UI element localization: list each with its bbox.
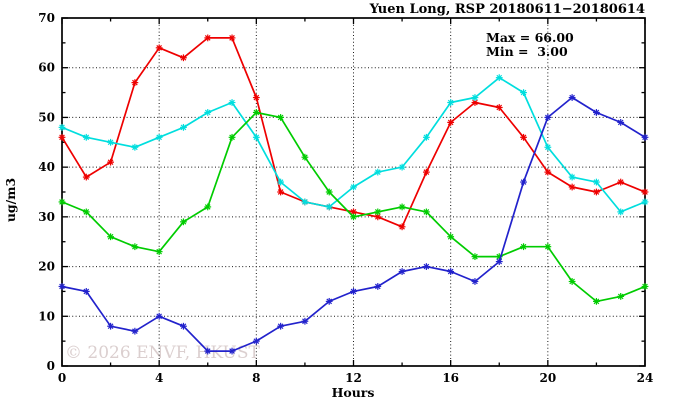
series-red-markers: [58, 34, 649, 231]
chart-title: Yuen Long, RSP 20180611−20180614: [369, 2, 645, 17]
max-annotation: Max = 66.00: [486, 30, 574, 45]
tick-labels: 0 10 20 30 40 50 60 70 0 4 8 12 16 20 24: [38, 11, 653, 385]
x-tick-label: 0: [58, 371, 66, 385]
y-tick-label: 60: [38, 61, 55, 75]
x-tick-label: 24: [637, 371, 654, 385]
y-tick-label: 30: [38, 210, 55, 224]
axis-ticks: [61, 17, 646, 367]
gridlines: [62, 18, 645, 366]
x-tick-label: 8: [252, 371, 260, 385]
x-tick-label: 4: [155, 371, 163, 385]
watermark: © 2026 ENVF, HKUST: [65, 343, 260, 363]
y-tick-label: 10: [38, 309, 55, 323]
x-tick-label: 12: [345, 371, 362, 385]
series-cyan-markers: [58, 74, 649, 216]
min-annotation: Min = 3.00: [486, 44, 568, 59]
y-tick-label: 40: [38, 160, 55, 174]
y-tick-label: 20: [38, 260, 55, 274]
series-green-markers: [58, 109, 649, 305]
series-blue: [58, 94, 649, 355]
y-tick-label: 70: [38, 11, 55, 25]
x-axis-label: Hours: [332, 385, 375, 400]
series-red: [58, 34, 649, 231]
x-tick-label: 16: [442, 371, 459, 385]
x-tick-label: 20: [539, 371, 556, 385]
y-tick-label: 0: [47, 359, 55, 373]
y-tick-label: 50: [38, 110, 55, 124]
series-blue-markers: [58, 94, 649, 355]
series-cyan: [58, 74, 649, 216]
plot-area: 0 10 20 30 40 50 60 70 0 4 8 12 16 20 24: [38, 11, 653, 385]
y-axis-label: ug/m3: [3, 178, 18, 222]
series-blue-line: [61, 96, 646, 352]
series-green: [58, 109, 649, 305]
